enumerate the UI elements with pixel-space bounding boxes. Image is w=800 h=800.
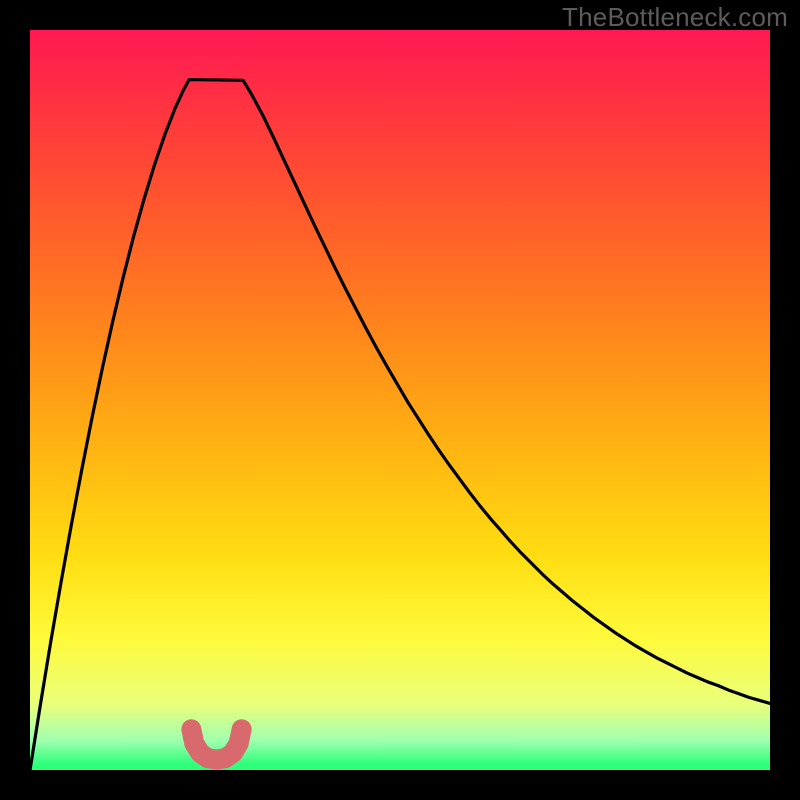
main-curve-path [30, 80, 770, 770]
watermark-text: TheBottleneck.com [562, 2, 788, 33]
chart-svg [30, 30, 770, 770]
u-highlight-path [191, 729, 241, 759]
